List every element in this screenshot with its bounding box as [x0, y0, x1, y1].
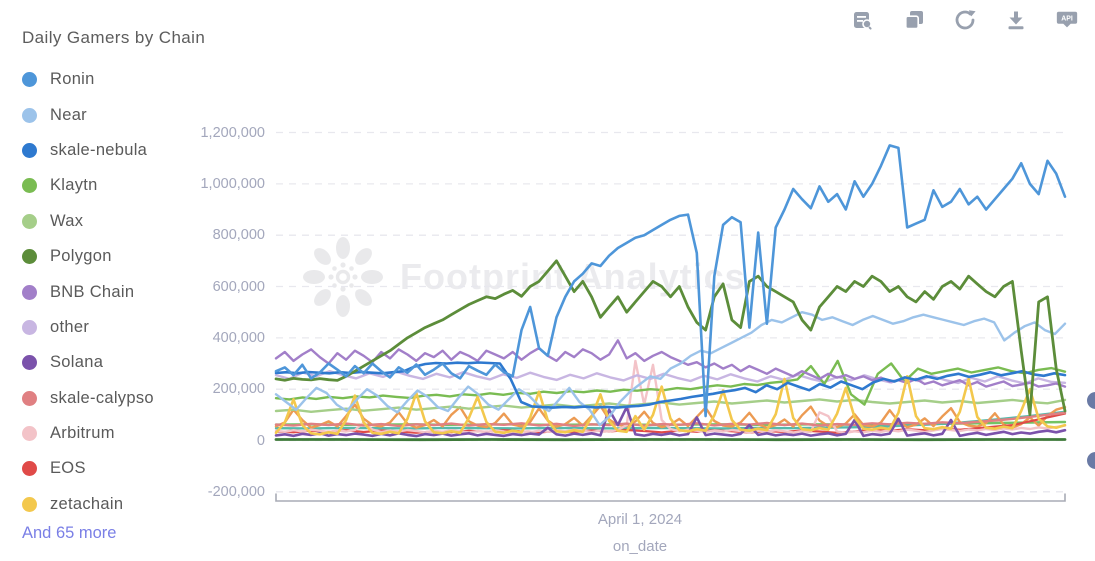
legend-label: other	[50, 317, 90, 336]
y-tick-label: -200,000	[207, 483, 265, 500]
x-axis-title: on_date	[612, 538, 668, 555]
chart-legend: Ronin Near skale-nebula Klaytn Wax Polygon BNB…	[22, 62, 154, 522]
legend-dot	[22, 213, 37, 229]
chart-toolbar: API	[851, 8, 1079, 32]
legend-item-arbitrum[interactable]: Arbitrum	[22, 416, 154, 451]
legend-item-skale-calypso[interactable]: skale-calypso	[22, 381, 154, 416]
legend-item-wax[interactable]: Wax	[22, 204, 154, 239]
legend-label: EOS	[50, 459, 86, 478]
legend-item-polygon[interactable]: Polygon	[22, 239, 154, 274]
legend-label: Ronin	[50, 70, 95, 89]
series-line-wax[interactable]	[274, 398, 1067, 413]
y-tick-label: 1,000,000	[200, 175, 265, 192]
legend-label: Near	[50, 105, 87, 124]
legend-dot	[22, 72, 37, 88]
legend-dot	[22, 284, 37, 300]
legend-dot	[22, 496, 37, 512]
legend-dot	[22, 142, 37, 158]
series-line-zetachain[interactable]	[274, 374, 1067, 436]
edge-widget-button[interactable]	[1087, 452, 1095, 469]
y-tick-label: 0	[256, 432, 265, 449]
api-icon[interactable]: API	[1055, 8, 1079, 32]
legend-label: zetachain	[50, 494, 124, 513]
legend-label: Arbitrum	[50, 424, 115, 443]
series-line-polygon[interactable]	[274, 259, 1067, 417]
legend-label: Wax	[50, 211, 84, 230]
legend-item-ronin[interactable]: Ronin	[22, 62, 154, 97]
series-line-skale-nebula[interactable]	[274, 361, 1067, 409]
legend-dot	[22, 319, 37, 335]
legend-item-skale-nebula[interactable]: skale-nebula	[22, 133, 154, 168]
legend-dot	[22, 178, 37, 194]
legend-dot	[22, 107, 37, 123]
legend-label: Klaytn	[50, 176, 98, 195]
svg-text:API: API	[1061, 16, 1073, 23]
series-line-other[interactable]	[274, 370, 1067, 385]
series-line-bnb-chain[interactable]	[274, 339, 1067, 388]
legend-item-klaytn[interactable]: Klaytn	[22, 168, 154, 203]
legend-label: skale-nebula	[50, 140, 148, 159]
legend-item-zetachain[interactable]: zetachain	[22, 487, 154, 522]
legend-dot	[22, 355, 37, 371]
legend-label: Polygon	[50, 247, 112, 266]
x-axis-tick-label: April 1, 2024	[597, 511, 683, 528]
legend-label: BNB Chain	[50, 282, 135, 301]
legend-more-link[interactable]: And 65 more	[22, 524, 117, 542]
legend-dot	[22, 390, 37, 406]
legend-dot	[22, 249, 37, 265]
legend-item-near[interactable]: Near	[22, 97, 154, 132]
refresh-icon[interactable]	[953, 8, 977, 32]
legend-item-solana[interactable]: Solana	[22, 345, 154, 380]
series-line-near[interactable]	[274, 311, 1067, 427]
legend-label: Solana	[50, 353, 104, 372]
query-data-icon[interactable]	[851, 8, 875, 32]
legend-label: skale-calypso	[50, 388, 154, 407]
series-line-skale-calypso[interactable]	[274, 411, 1067, 428]
y-tick-label: 600,000	[212, 278, 265, 295]
series-line-klaytn[interactable]	[274, 359, 1067, 406]
y-tick-label: 800,000	[212, 227, 265, 244]
legend-dot	[22, 461, 37, 477]
y-tick-label: 1,200,000	[200, 124, 265, 141]
chart-title: Daily Gamers by Chain	[22, 28, 206, 47]
x-axis-line	[275, 493, 1066, 502]
edge-widget-button[interactable]	[1087, 392, 1095, 409]
y-tick-label: 400,000	[212, 329, 265, 346]
series-line-solana[interactable]	[274, 405, 1067, 438]
legend-item-eos[interactable]: EOS	[22, 451, 154, 486]
legend-dot	[22, 426, 37, 442]
series-line-ronin[interactable]	[274, 144, 1067, 418]
copy-icon[interactable]	[902, 8, 926, 32]
legend-item-bnb-chain[interactable]: BNB Chain	[22, 274, 154, 309]
download-icon[interactable]	[1004, 8, 1028, 32]
y-tick-label: 200,000	[212, 381, 265, 398]
legend-item-other[interactable]: other	[22, 310, 154, 345]
